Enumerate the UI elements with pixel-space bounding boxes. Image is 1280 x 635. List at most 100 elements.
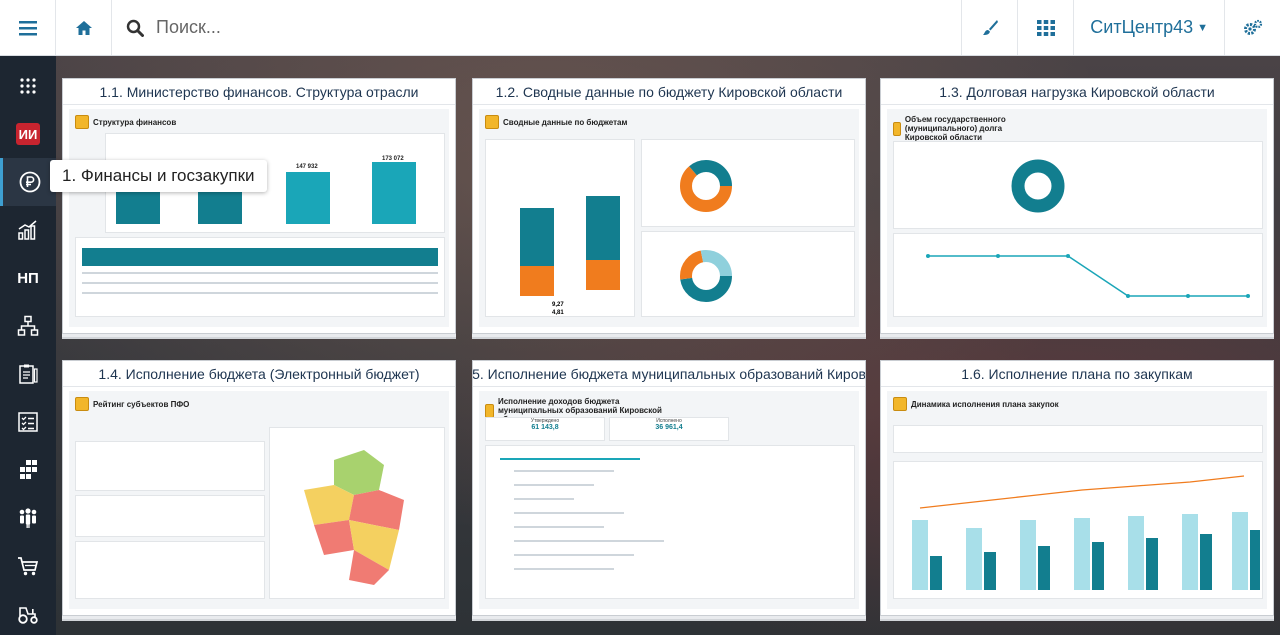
preview-bar-chart: 147 932 173 072	[105, 133, 445, 233]
people-icon	[19, 508, 37, 528]
card-preview: Структура финансов 147 932 173 072	[69, 109, 449, 327]
growth-chart-icon	[18, 220, 37, 240]
card-preview: Исполнение доходов бюджета муниципальных…	[479, 391, 859, 609]
card-title: 1.1. Министерство финансов. Структура от…	[63, 79, 455, 105]
preview-value: 147 932	[296, 164, 318, 170]
preview-value: 173 072	[382, 156, 404, 162]
preview-filter-panel	[75, 495, 265, 537]
coat-of-arms-icon	[485, 403, 494, 418]
preview-donut-expenses	[641, 231, 855, 317]
card-title: 1.2. Сводные данные по бюджету Кировской…	[473, 79, 865, 105]
preview-header: Сводные данные по бюджетам	[485, 115, 627, 129]
preview-value: 9,27	[552, 302, 564, 308]
card-title: 1.5. Исполнение бюджета муниципальных об…	[473, 361, 865, 387]
preview-header: Структура финансов	[75, 115, 176, 129]
card-preview: Рейтинг субъектов ПФО	[69, 391, 449, 609]
kpi-value: 36 961,4	[655, 424, 683, 431]
sidebar-item-reports[interactable]	[0, 350, 56, 398]
coat-of-arms-icon	[485, 115, 499, 129]
preview-header: Объем государственного (муниципального) …	[893, 115, 1043, 142]
preview-donut-income	[641, 139, 855, 227]
brush-icon	[982, 19, 998, 35]
sidebar-item-tasks[interactable]	[0, 398, 56, 446]
settings-icon	[1243, 19, 1262, 35]
search-bar[interactable]	[112, 0, 961, 55]
sidebar-item-purchases[interactable]	[0, 542, 56, 590]
sidebar-item-np-label: НП	[17, 269, 39, 287]
sidebar: ИИ НП	[0, 56, 56, 635]
coat-of-arms-icon	[893, 121, 901, 136]
settings-button[interactable]	[1224, 0, 1280, 55]
menu-icon	[18, 20, 37, 35]
kpi-label: Исполнено	[656, 418, 682, 424]
preview-title: Динамика исполнения плана закупок	[911, 399, 1059, 409]
preview-debt-donut	[893, 141, 1263, 229]
sidebar-item-ai-label: ИИ	[16, 123, 40, 145]
caret-down-icon: ▼	[1197, 21, 1208, 34]
clipboard-icon	[19, 364, 38, 384]
grid-icon	[1036, 19, 1055, 36]
menu-button[interactable]	[0, 0, 56, 55]
kpi-label: Утверждено	[530, 418, 560, 424]
preview-title: Структура финансов	[93, 117, 177, 127]
sidebar-item-tiles[interactable]	[0, 446, 56, 494]
preview-title: Объем государственного (муниципального) …	[904, 115, 1006, 142]
cart-icon	[18, 557, 39, 576]
preview-header: Динамика исполнения плана закупок	[893, 397, 1059, 411]
home-icon	[75, 20, 92, 35]
coat-of-arms-icon	[75, 397, 89, 411]
sidebar-item-np[interactable]: НП	[0, 254, 56, 302]
top-bar: СитЦентр43 ▼	[0, 0, 1280, 56]
home-button[interactable]	[56, 0, 112, 55]
preview-income-table	[485, 445, 855, 599]
checklist-icon	[18, 412, 38, 432]
preview-stacked-bars: 9,27 4,81	[485, 139, 635, 317]
sidebar-item-people[interactable]	[0, 494, 56, 542]
preview-table	[75, 237, 445, 317]
coat-of-arms-icon	[893, 397, 907, 411]
coat-of-arms-icon	[75, 115, 89, 129]
sidebar-item-analytics[interactable]	[0, 206, 56, 254]
card-title: 1.3. Долговая нагрузка Кировской области	[881, 79, 1273, 105]
org-structure-icon	[17, 315, 39, 336]
user-name: СитЦентр43	[1090, 17, 1194, 37]
preview-value: 4,81	[552, 310, 564, 316]
preview-kpi-approved: Утверждено 61 143,8	[485, 417, 605, 441]
sidebar-item-agriculture[interactable]	[0, 590, 56, 635]
apps-button[interactable]	[1017, 0, 1073, 55]
card-preview: Объем государственного (муниципального) …	[887, 109, 1267, 327]
tiles-icon	[20, 460, 37, 479]
dashboard-card-1-2[interactable]: 1.2. Сводные данные по бюджету Кировской…	[472, 78, 866, 334]
preview-debt-line	[893, 233, 1263, 317]
search-input[interactable]	[156, 17, 756, 38]
user-menu[interactable]: СитЦентр43 ▼	[1073, 0, 1224, 55]
search-icon	[126, 19, 144, 37]
sidebar-item-apps[interactable]	[0, 62, 56, 110]
preview-region-map	[269, 427, 445, 599]
dashboard-card-1-1[interactable]: 1.1. Министерство финансов. Структура от…	[62, 78, 456, 334]
preview-header: Рейтинг субъектов ПФО	[75, 397, 189, 411]
card-preview: Динамика исполнения плана закупок	[887, 391, 1267, 609]
dashboard-card-1-6[interactable]: 1.6. Исполнение плана по закупкам Динами…	[880, 360, 1274, 616]
apps-grid-icon	[20, 78, 36, 94]
card-preview: Сводные данные по бюджетам 9,27 4,81	[479, 109, 859, 327]
ruble-icon	[19, 171, 40, 193]
sidebar-item-structure[interactable]	[0, 302, 56, 350]
preview-title: Рейтинг субъектов ПФО	[93, 399, 190, 409]
card-title: 1.6. Исполнение плана по закупкам	[881, 361, 1273, 387]
dashboard-card-1-4[interactable]: 1.4. Исполнение бюджета (Электронный бюд…	[62, 360, 456, 616]
preview-filter-panel	[75, 441, 265, 491]
sidebar-item-finance[interactable]	[0, 158, 56, 206]
theme-button[interactable]	[961, 0, 1017, 55]
dashboard-card-1-5[interactable]: 1.5. Исполнение бюджета муниципальных об…	[472, 360, 866, 616]
kpi-value: 61 143,8	[531, 424, 559, 431]
preview-procurement-chart	[893, 461, 1263, 599]
dashboard-card-1-3[interactable]: 1.3. Долговая нагрузка Кировской области…	[880, 78, 1274, 334]
preview-filters	[893, 425, 1263, 453]
sidebar-item-ai[interactable]: ИИ	[0, 110, 56, 158]
sidebar-tooltip: 1. Финансы и госзакупки	[50, 160, 267, 192]
tractor-icon	[18, 607, 38, 624]
preview-filter-panel	[75, 541, 265, 599]
preview-kpi-executed: Исполнено 36 961,4	[609, 417, 729, 441]
preview-title: Сводные данные по бюджетам	[503, 117, 628, 127]
